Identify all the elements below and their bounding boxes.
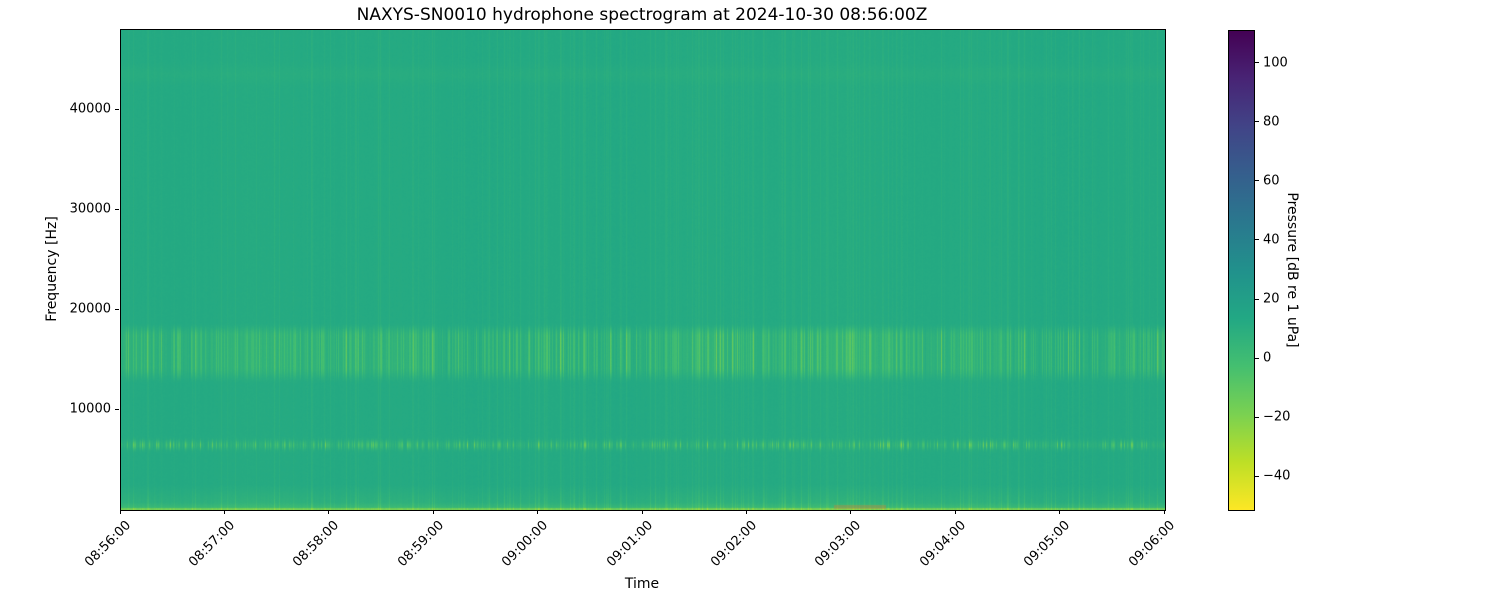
x-tick-mark <box>537 510 539 514</box>
colorbar-label: Pressure [dB re 1 uPa] <box>1284 192 1300 348</box>
colorbar-tick-label: −40 <box>1263 468 1291 484</box>
y-tick-label: 20000 <box>69 301 111 317</box>
x-tick-label: 08:56:00 <box>81 518 134 570</box>
figure-title: NAXYS-SN0010 hydrophone spectrogram at 2… <box>356 5 928 25</box>
x-tick-mark <box>223 510 225 514</box>
colorbar-tick-label: 0 <box>1263 350 1272 366</box>
x-tick-label: 09:01:00 <box>603 518 656 570</box>
x-tick-mark <box>1163 510 1165 514</box>
x-tick-label: 09:06:00 <box>1125 518 1178 570</box>
x-tick-label: 08:58:00 <box>290 518 343 570</box>
x-axis-label: Time <box>624 576 660 592</box>
colorbar-tick-label: 80 <box>1263 114 1280 130</box>
spectrogram-plot-area <box>120 29 1166 511</box>
x-tick-mark <box>328 510 330 514</box>
colorbar-tick-label: 20 <box>1263 291 1280 307</box>
colorbar <box>1228 30 1255 511</box>
x-tick-label: 08:57:00 <box>186 518 239 570</box>
y-tick-mark <box>115 408 119 410</box>
colorbar-tick-mark <box>1255 239 1259 241</box>
y-tick-label: 10000 <box>69 401 111 417</box>
x-tick-label: 09:03:00 <box>812 518 865 570</box>
x-tick-mark <box>1059 510 1061 514</box>
colorbar-tick-label: 60 <box>1263 173 1280 189</box>
colorbar-tick-label: 100 <box>1263 55 1288 71</box>
x-tick-mark <box>119 510 121 514</box>
colorbar-tick-label: −20 <box>1263 409 1291 425</box>
colorbar-tick-mark <box>1255 475 1259 477</box>
colorbar-tick-mark <box>1255 357 1259 359</box>
x-tick-label: 09:05:00 <box>1021 518 1074 570</box>
spectrogram-image <box>121 30 1165 510</box>
y-tick-label: 30000 <box>69 201 111 217</box>
colorbar-tick-mark <box>1255 298 1259 300</box>
colorbar-tick-mark <box>1255 180 1259 182</box>
colorbar-tick-label: 40 <box>1263 232 1280 248</box>
y-tick-label: 40000 <box>69 101 111 117</box>
colorbar-tick-mark <box>1255 416 1259 418</box>
colorbar-tick-mark <box>1255 62 1259 64</box>
x-tick-mark <box>850 510 852 514</box>
x-tick-label: 09:04:00 <box>916 518 969 570</box>
y-tick-mark <box>115 308 119 310</box>
x-tick-mark <box>432 510 434 514</box>
colorbar-tick-mark <box>1255 121 1259 123</box>
y-tick-mark <box>115 108 119 110</box>
x-tick-mark <box>745 510 747 514</box>
x-tick-label: 08:59:00 <box>394 518 447 570</box>
x-tick-mark <box>954 510 956 514</box>
x-tick-label: 09:00:00 <box>499 518 552 570</box>
x-tick-label: 09:02:00 <box>708 518 761 570</box>
y-tick-mark <box>115 208 119 210</box>
x-tick-mark <box>641 510 643 514</box>
